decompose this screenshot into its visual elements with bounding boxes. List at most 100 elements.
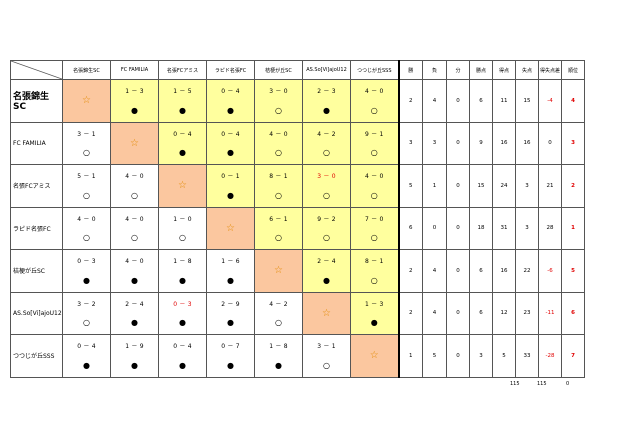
win-mark-icon: ○ [370,105,378,115]
loss-mark-icon: ● [370,318,378,327]
loss-mark-icon: ● [275,360,282,370]
star-icon: ☆ [82,95,91,107]
total-wins: 115 [510,381,520,387]
self-cell: ☆ [158,164,207,208]
self-cell: ☆ [254,249,303,293]
stat-goal-diff: -6 [538,249,562,293]
loss-mark-icon: ● [227,318,234,327]
match-cell: 1 － 8 ● [158,249,207,293]
match-score: 1 － 0 [173,215,192,223]
match-cell: 1 － 3 ● [350,291,399,335]
match-cell: 4 － 0 ○ [350,164,399,208]
win-mark-icon: ○ [370,275,378,285]
match-score: 0 － 4 [221,130,240,138]
loss-mark-icon: ● [323,275,330,285]
match-score: 2 － 4 [125,300,144,308]
match-cell: 3 － 1 ○ [62,121,111,165]
match-cell: 0 － 4 ● [206,79,255,123]
total-draws: 0 [566,381,570,387]
match-score: 1 － 5 [173,88,192,95]
match-cell: 4 － 0 ○ [62,206,111,250]
stat-goals-for: 16 [492,249,516,293]
stat-goals-against: 23 [515,291,539,335]
match-cell: 3 － 0 ○ [302,164,351,208]
star-icon: ☆ [226,222,235,234]
team-name: 桔梗が丘SC [10,249,63,293]
stat-draws: 0 [446,334,470,378]
stat-goal-diff: -4 [538,79,562,123]
match-cell: 8 － 1 ○ [254,164,303,208]
stat-draws: 0 [446,291,470,335]
match-score: 4 － 0 [365,88,384,95]
match-cell: 1 － 8 ● [254,334,303,378]
team-name: つつじが丘SSS [10,334,63,378]
loss-mark-icon: ● [179,148,186,157]
match-cell: 2 － 3 ● [302,79,351,123]
loss-mark-icon: ● [83,275,90,285]
corner-cell [10,60,63,80]
loss-mark-icon: ● [131,105,138,115]
match-cell: 0 － 3 ● [62,249,111,293]
loss-mark-icon: ● [227,360,234,370]
stat-points: 9 [469,121,493,165]
match-cell: 2 － 4 ● [110,291,159,335]
header-team: 名張FCアミス [158,60,207,80]
match-score: 0 － 1 [221,173,240,180]
team-name: FC FAMILIA [10,121,63,165]
match-cell: 2 － 9 ● [206,291,255,335]
header-team: 名張錦生SC [62,60,111,80]
match-cell: 0 － 7 ● [206,334,255,378]
match-score: 6 － 1 [269,215,288,223]
match-score: 1 － 9 [125,343,144,350]
stat-goals-for: 5 [492,334,516,378]
match-cell: 4 － 0 ○ [110,206,159,250]
match-score: 0 － 3 [173,300,192,308]
stat-rank: 6 [561,291,585,335]
match-cell: 3 － 1 ○ [302,334,351,378]
win-mark-icon: ○ [275,148,282,157]
self-cell: ☆ [62,79,111,123]
stat-goals-for: 24 [492,164,516,208]
self-cell: ☆ [350,334,399,378]
stat-goal-diff: 21 [538,164,562,208]
match-cell: 0 － 4 ● [158,334,207,378]
header-stat: 負 [422,60,447,80]
match-score: 2 － 9 [221,300,240,308]
stat-rank: 7 [561,334,585,378]
win-mark-icon: ○ [83,148,90,157]
stat-goals-against: 33 [515,334,539,378]
stat-rank: 5 [561,249,585,293]
stat-draws: 0 [446,79,470,123]
loss-mark-icon: ● [227,190,234,200]
match-cell: 6 － 1 ○ [254,206,303,250]
match-cell: 9 － 1 ○ [350,121,399,165]
match-score: 4 － 0 [269,130,288,138]
win-mark-icon: ○ [131,233,138,242]
match-score: 0 － 4 [173,343,192,350]
stat-losses: 4 [422,79,447,123]
header-stat: 得点 [492,60,516,80]
self-cell: ☆ [302,291,351,335]
stat-wins: 3 [397,121,423,165]
header-stat: 勝点 [469,60,493,80]
stat-rank: 1 [561,206,585,250]
stat-points: 6 [469,291,493,335]
stat-goal-diff: -11 [538,291,562,335]
header-team: AS.So[Vi]ajoU12 [302,60,351,80]
match-score: 4 － 0 [77,215,96,223]
match-cell: 8 － 1 ○ [350,249,399,293]
team-name: ラピド名張FC [10,206,63,250]
match-score: 3 － 2 [77,300,96,308]
star-icon: ☆ [178,180,187,192]
loss-mark-icon: ● [179,275,186,285]
match-cell: 5 － 1 ○ [62,164,111,208]
match-cell: 0 － 1 ● [206,164,255,208]
stat-goals-against: 16 [515,121,539,165]
match-score: 0 － 4 [77,343,96,350]
match-cell: 1 － 3 ● [110,79,159,123]
win-mark-icon: ○ [275,318,282,327]
header-stat: 分 [446,60,470,80]
stat-goals-for: 11 [492,79,516,123]
table-row: つつじが丘SSS 0 － 4 ● 1 － 9 ● 0 － 4 ● 0 － 7 ● 1 － 8 ● 3 … [10,334,585,378]
match-score: 1 － 6 [221,258,240,265]
